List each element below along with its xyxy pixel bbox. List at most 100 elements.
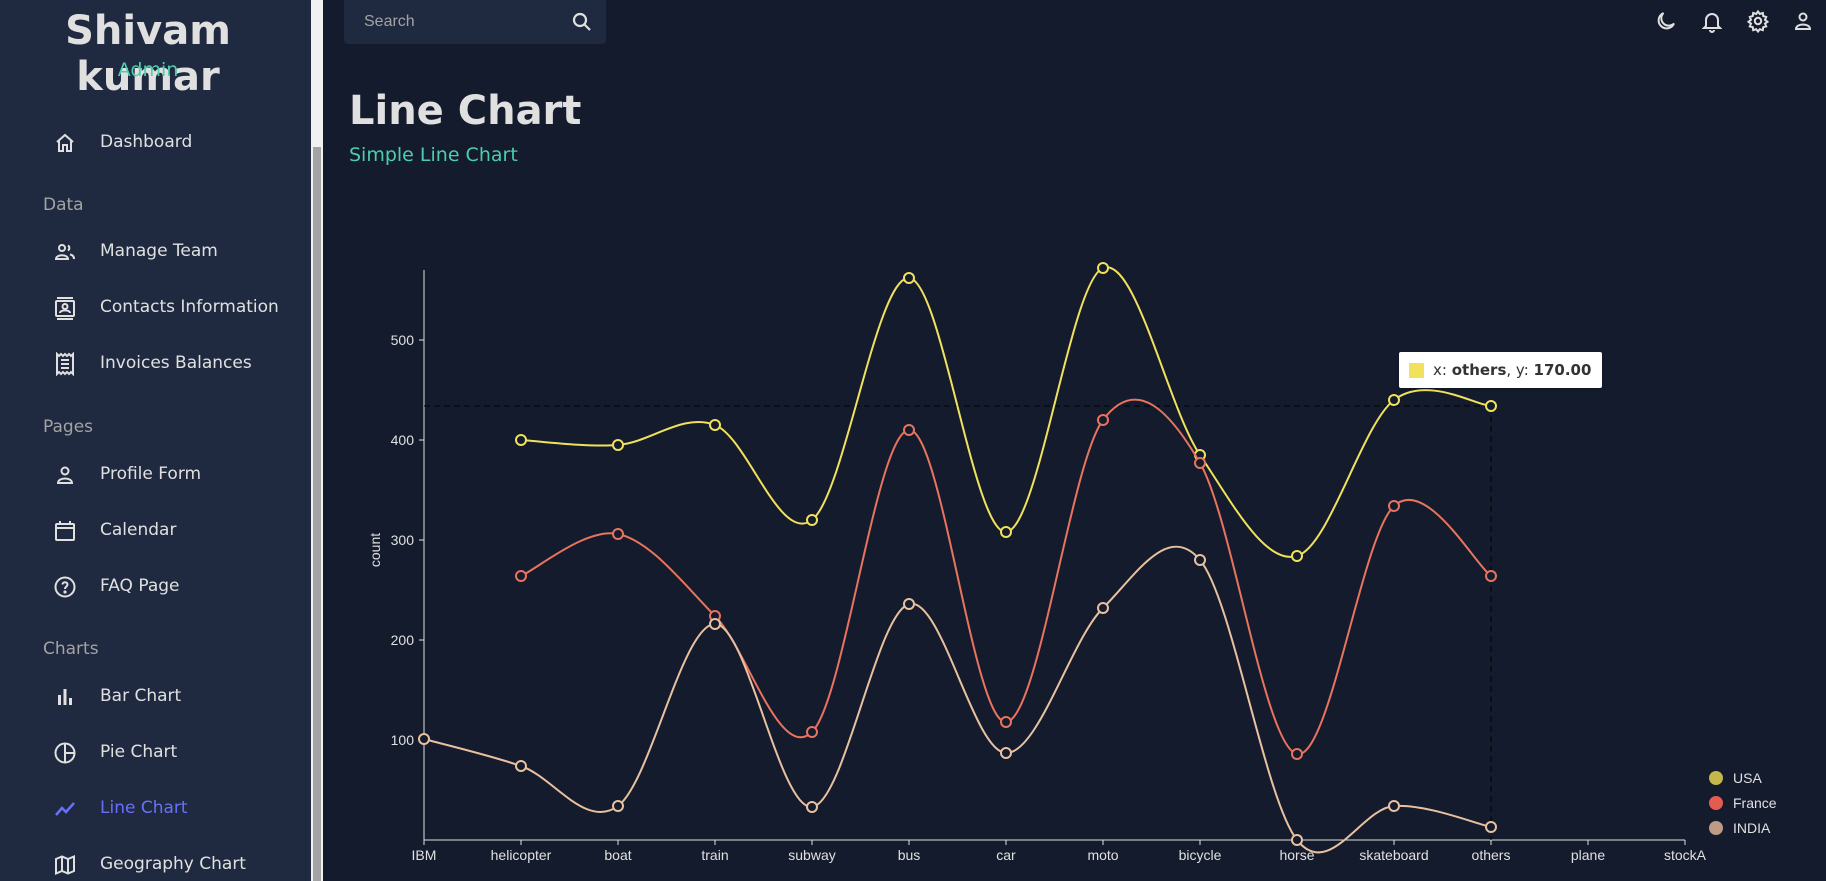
sidebar-item-profile[interactable]: Profile Form [0,452,311,496]
legend-label-france[interactable]: France [1733,795,1777,811]
notifications-icon[interactable] [1700,9,1724,33]
sidebar-item-label: Geography Chart [100,854,246,874]
sidebar-item-label: FAQ Page [100,576,180,596]
data-point-france[interactable] [1388,500,1400,512]
sidebar-item-pie-chart[interactable]: Pie Chart [0,730,311,774]
tooltip-swatch [1409,362,1424,378]
legend-swatch-france[interactable] [1709,796,1723,810]
data-point-france[interactable] [1097,414,1109,426]
data-point-france[interactable] [1194,457,1206,469]
data-point-usa[interactable] [1485,400,1497,412]
sidebar-item-bar-chart[interactable]: Bar Chart [0,674,311,718]
data-point-india[interactable] [1097,602,1109,614]
settings-icon[interactable] [1746,9,1770,33]
sidebar-item-label: Invoices Balances [100,353,252,373]
data-point-france[interactable] [1291,748,1303,760]
sidebar-item-label: Pie Chart [100,742,178,762]
data-point-india[interactable] [612,800,624,812]
x-tick-label: train [701,847,728,863]
series-line-france [520,398,1492,756]
sidebar-item-manage-team[interactable]: Manage Team [0,229,311,273]
data-point-usa[interactable] [612,439,624,451]
sidebar-item-label: Dashboard [100,132,193,152]
x-tick-label: skateboard [1359,847,1428,863]
line-chart-icon [53,797,77,821]
data-point-usa[interactable] [1388,394,1400,406]
data-point-india[interactable] [1291,834,1303,846]
dark-mode-icon[interactable] [1654,9,1678,33]
calendar-icon [53,519,77,543]
x-tick-label: car [996,847,1016,863]
sidebar-item-geography-chart[interactable]: Geography Chart [0,842,311,881]
x-tick-label: boat [604,847,631,863]
search-icon[interactable] [570,10,594,34]
y-tick-label: 500 [391,332,415,348]
sidebar-scrollbar-thumb[interactable] [313,147,321,881]
series-line-usa [520,266,1492,558]
data-point-usa[interactable] [515,434,527,446]
pie-chart-icon [53,741,77,765]
search-box [344,0,606,44]
data-point-usa[interactable] [709,419,721,431]
legend-label-india[interactable]: INDIA [1733,820,1771,836]
y-tick-label: 100 [391,732,415,748]
data-point-usa[interactable] [1291,550,1303,562]
sidebar-item-label: Line Chart [100,798,188,818]
y-axis-label: count [367,533,383,567]
x-tick-label: plane [1571,847,1605,863]
data-point-france[interactable] [1000,716,1012,728]
sidebar-item-calendar[interactable]: Calendar [0,508,311,552]
data-point-usa[interactable] [1000,526,1012,538]
data-point-france[interactable] [806,726,818,738]
receipt-icon [53,352,77,376]
page-subtitle: Simple Line Chart [349,144,518,166]
x-tick-label: IBM [412,847,437,863]
data-point-india[interactable] [806,801,818,813]
sidebar-item-label: Calendar [100,520,177,540]
data-point-france[interactable] [1485,570,1497,582]
person-icon[interactable] [1791,9,1815,33]
data-point-india[interactable] [709,618,721,630]
sidebar-item-label: Contacts Information [100,297,279,317]
user-name: Shivam kumar [65,8,231,100]
bar-chart-icon [53,685,77,709]
data-point-india[interactable] [515,760,527,772]
sidebar-item-invoices[interactable]: Invoices Balances [0,341,311,385]
data-point-france[interactable] [612,528,624,540]
legend-swatch-usa[interactable] [1709,771,1723,785]
legend-swatch-india[interactable] [1709,821,1723,835]
data-point-france[interactable] [515,570,527,582]
data-point-india[interactable] [1388,800,1400,812]
x-tick-label: subway [788,847,835,863]
data-point-usa[interactable] [1097,262,1109,274]
data-point-usa[interactable] [903,272,915,284]
y-tick-label: 200 [391,632,415,648]
series-line-india [423,545,1492,854]
data-point-india[interactable] [418,733,430,745]
tooltip-x-prefix: x: [1433,361,1447,379]
data-point-india[interactable] [903,598,915,610]
sidebar-item-label: Profile Form [100,464,202,484]
x-tick-label: helicopter [491,847,552,863]
section-label-data: Data [43,195,84,215]
map-icon [53,853,77,877]
sidebar-item-dashboard[interactable]: Dashboard [0,120,311,164]
sidebar-item-contacts[interactable]: Contacts Information [0,285,311,329]
data-point-france[interactable] [903,424,915,436]
help-icon [53,575,77,599]
search-input[interactable] [362,10,566,34]
sidebar-item-line-chart[interactable]: Line Chart [0,786,311,830]
y-tick-label: 400 [391,432,415,448]
legend-label-usa[interactable]: USA [1733,770,1762,786]
data-point-india[interactable] [1485,821,1497,833]
data-point-india[interactable] [1000,747,1012,759]
tooltip-x-value: others [1451,361,1507,379]
sidebar-item-label: Manage Team [100,241,218,261]
data-point-india[interactable] [1194,554,1206,566]
x-tick-label: stockA [1664,847,1707,863]
sidebar-item-faq[interactable]: FAQ Page [0,564,311,608]
data-point-usa[interactable] [806,514,818,526]
page-title: Line Chart [349,88,582,134]
y-tick-label: 300 [391,532,415,548]
